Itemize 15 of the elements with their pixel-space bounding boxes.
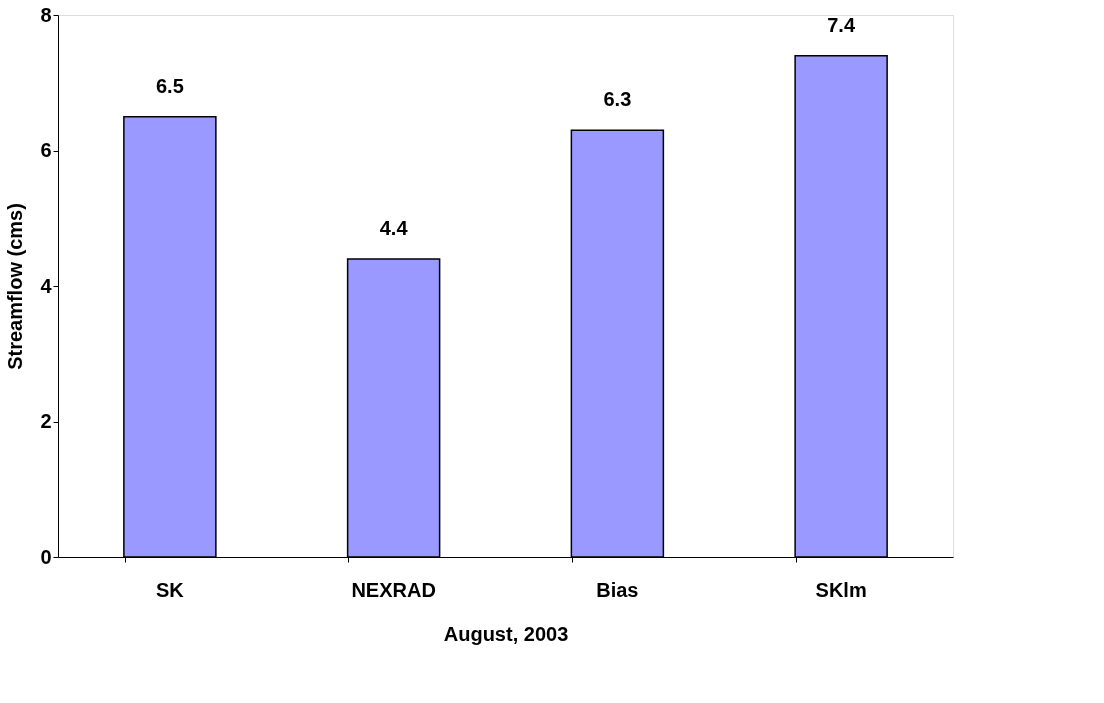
x-tick-label: Bias xyxy=(596,578,639,601)
data-label: 7.4 xyxy=(827,13,856,36)
y-tick-label: 2 xyxy=(40,410,52,432)
y-tick-label: 6 xyxy=(40,139,52,161)
y-tick-label: 8 xyxy=(40,3,52,26)
y-axis-title: Streamflow (cms) xyxy=(4,203,27,370)
y-tick-label: 0 xyxy=(40,545,52,568)
x-axis-title: August, 2003 xyxy=(443,622,569,645)
data-label: 6.5 xyxy=(155,74,184,97)
x-tick-label: NEXRAD xyxy=(351,578,436,601)
x-tick-label: SK xyxy=(155,578,185,601)
data-label: 6.3 xyxy=(603,88,632,111)
x-tick-label: SKlm xyxy=(815,578,867,601)
data-label: 4.4 xyxy=(379,216,409,239)
y-tick-label: 4 xyxy=(40,274,53,297)
